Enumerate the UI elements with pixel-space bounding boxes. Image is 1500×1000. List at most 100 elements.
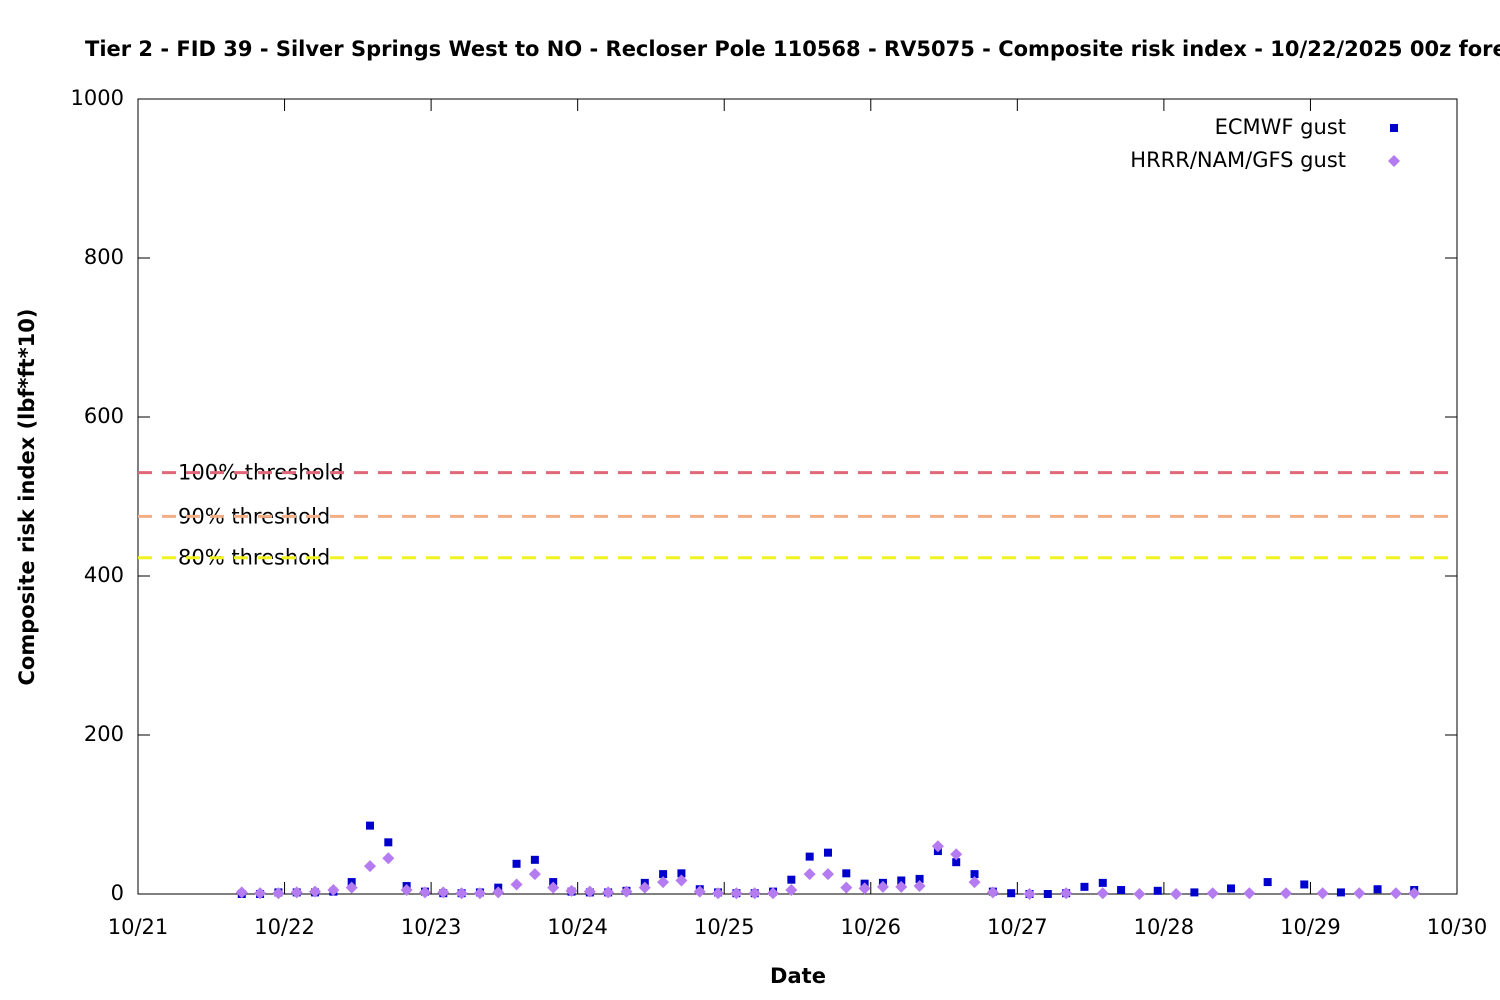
data-point [510,878,523,891]
x-tick-label: 10/27 [987,915,1048,939]
x-tick-label: 10/22 [254,915,315,939]
y-tick-label: 600 [84,404,124,428]
data-point [620,885,633,898]
data-point [787,875,796,884]
data-point [530,855,539,864]
data-point [418,886,431,899]
data-point [473,887,486,900]
x-tick-label: 10/25 [694,915,755,939]
data-point [950,848,963,861]
data-point [657,876,670,889]
data-point [842,869,851,878]
legend-marker [1388,155,1400,167]
y-tick-label: 200 [84,722,124,746]
data-point [730,887,743,900]
data-point [876,880,889,893]
data-point [915,874,924,883]
data-point [1373,885,1382,894]
data-point [1279,887,1292,900]
data-point [565,884,578,897]
data-point [858,882,871,895]
x-axis-label: Date [770,964,826,988]
legend-label: ECMWF gust [1215,115,1346,139]
data-point [1060,887,1073,900]
data-point [931,840,944,853]
data-point [1353,887,1366,900]
data-point [583,885,596,898]
data-point [254,887,267,900]
data-point [913,880,926,893]
data-point [1190,888,1199,897]
data-point [748,887,761,900]
data-point [1007,889,1016,898]
data-point [785,884,798,897]
data-point [1080,882,1089,891]
data-point [492,886,505,899]
data-point [897,876,906,885]
data-point [365,821,374,830]
data-point [1263,878,1272,887]
data-point [1227,884,1236,893]
y-tick-label: 800 [84,245,124,269]
x-tick-label: 10/26 [841,915,902,939]
data-point [1043,890,1052,898]
data-point [235,886,248,899]
data-point [970,870,979,879]
data-point [437,886,450,899]
data-point [1206,887,1219,900]
data-point [1170,888,1183,900]
data-point [528,868,541,881]
data-point [1389,887,1402,900]
data-point [805,852,814,861]
data-point [1336,888,1345,897]
legend-label: HRRR/NAM/GFS gust [1130,148,1346,172]
data-point [840,881,853,894]
data-point [1153,886,1162,895]
data-point [1316,887,1329,900]
data-point [712,887,725,900]
y-tick-label: 400 [84,563,124,587]
data-point [803,868,816,881]
data-point [290,886,303,899]
data-point [547,881,560,894]
data-point [272,887,285,900]
data-point [693,885,706,898]
data-point [823,848,832,857]
data-point [309,885,322,898]
data-point [677,869,686,878]
y-tick-label: 0 [111,881,124,905]
data-point [1096,887,1109,900]
threshold-label: 90% threshold [178,504,330,528]
x-tick-label: 10/23 [401,915,462,939]
x-tick-label: 10/28 [1134,915,1195,939]
x-tick-label: 10/21 [108,915,169,939]
data-point [1408,887,1421,900]
data-point [1117,886,1126,895]
data-point [382,852,395,865]
data-point [1243,887,1256,900]
data-point [952,858,961,867]
data-point [345,881,358,894]
data-point [675,874,688,887]
data-point [1098,878,1107,887]
data-point [363,860,376,873]
data-point [400,884,413,897]
data-point [986,886,999,899]
data-point [455,887,468,900]
data-point [602,886,615,899]
data-point [512,859,521,868]
y-axis-label: Composite risk index (lbf*ft*10) [15,308,39,685]
data-point [968,876,981,889]
x-tick-label: 10/30 [1427,915,1488,939]
data-point [327,884,340,897]
data-point [659,870,668,879]
y-tick-label: 1000 [71,86,124,110]
data-point [767,887,780,900]
legend-marker [1390,124,1398,132]
x-tick-label: 10/24 [547,915,608,939]
data-point [384,838,393,847]
threshold-label: 80% threshold [178,546,330,570]
